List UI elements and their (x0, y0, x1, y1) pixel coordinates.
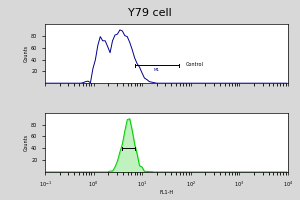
Y-axis label: Counts: Counts (23, 134, 28, 151)
Y-axis label: Counts: Counts (23, 45, 28, 62)
Text: Control: Control (186, 62, 204, 67)
Text: M1: M1 (154, 68, 160, 72)
X-axis label: FL1-H: FL1-H (159, 190, 174, 195)
Text: Y79 cell: Y79 cell (128, 8, 172, 18)
